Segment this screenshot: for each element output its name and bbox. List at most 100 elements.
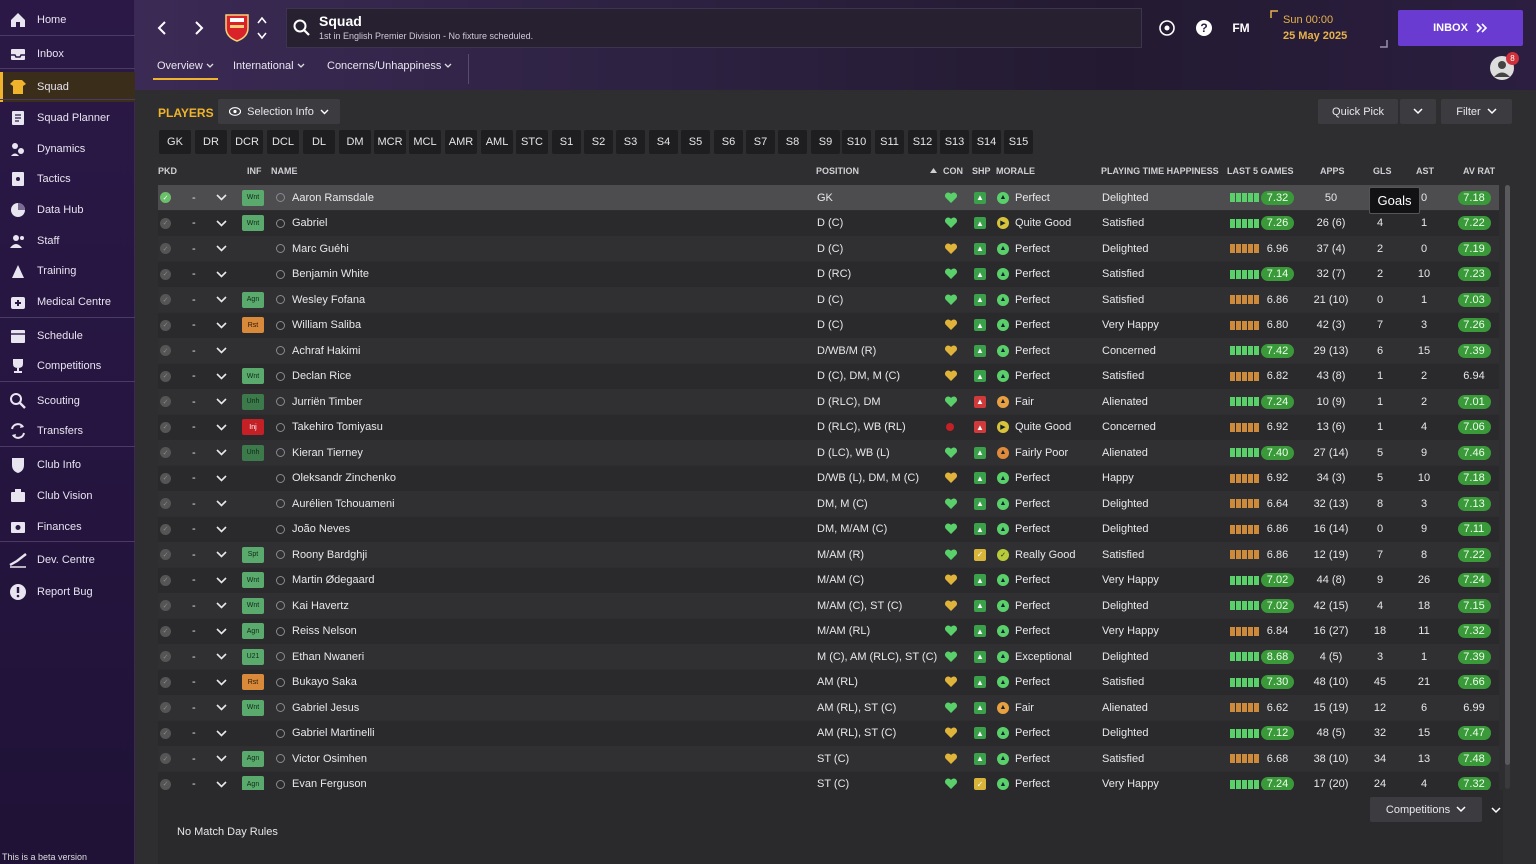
col-header-inf[interactable]: INF [247, 166, 262, 176]
selection-status[interactable]: - [192, 395, 196, 408]
table-row[interactable]: ✓ - Gabriel Martinelli AM (RL), ST (C) ▲ ▲ Per… [158, 720, 1499, 746]
morale-cell[interactable]: ▲ Exceptional [997, 644, 1097, 669]
back-button[interactable] [152, 18, 172, 38]
row-menu-button[interactable] [216, 185, 228, 210]
table-row[interactable]: ✓ - Spt Roony Bardghji M/AM (R) ✓ ✓ Really Good… [158, 542, 1499, 567]
player-name[interactable]: Reiss Nelson [292, 625, 357, 637]
player-name-cell[interactable]: Aurélien Tchouameni [276, 491, 676, 516]
forward-button[interactable] [189, 18, 209, 38]
position-filter-s3[interactable]: S3 [616, 130, 645, 154]
info-badge[interactable]: Wnt [242, 189, 264, 206]
sidebar-item-squad[interactable]: Squad [0, 72, 135, 102]
position-filter-dcl[interactable]: DCL [267, 130, 299, 154]
morale-cell[interactable]: ▲ Fair [997, 389, 1097, 414]
row-menu-button[interactable] [216, 466, 228, 491]
info-badge[interactable]: Agn [242, 776, 264, 792]
last-5-games-cell[interactable]: 6.96 [1230, 236, 1304, 261]
morale-cell[interactable]: ▲ Perfect [997, 185, 1097, 210]
player-name-cell[interactable]: Aaron Ramsdale [276, 185, 676, 210]
row-menu-button[interactable] [216, 389, 228, 414]
fm-menu-button[interactable]: FM [1232, 21, 1250, 35]
info-badge[interactable]: Agn [242, 750, 264, 767]
last-5-games-cell[interactable]: 7.42 [1230, 338, 1304, 363]
col-header-av-rat[interactable]: AV RAT [1463, 166, 1496, 176]
inbox-continue-button[interactable]: INBOX [1398, 10, 1523, 46]
selection-status[interactable]: - [192, 676, 196, 688]
tab-concerns[interactable]: Concerns/Unhappiness [327, 60, 452, 72]
col-header-position[interactable]: POSITION [816, 166, 860, 176]
last-5-games-cell[interactable]: 6.82 [1230, 364, 1304, 389]
picked-toggle[interactable]: ✓ [160, 440, 174, 465]
scrollbar[interactable] [1505, 185, 1510, 789]
picked-toggle[interactable]: ✓ [160, 644, 174, 669]
player-name[interactable]: Aaron Ramsdale [292, 191, 374, 204]
morale-cell[interactable]: ▲ Perfect [997, 670, 1097, 695]
last-5-games-cell[interactable]: 6.86 [1230, 517, 1304, 542]
player-name-cell[interactable]: Ethan Nwaneri [276, 644, 676, 669]
player-name-cell[interactable]: Victor Osimhen [276, 746, 676, 771]
sidebar-item-inbox[interactable]: Inbox [0, 39, 135, 69]
player-name-cell[interactable]: Kieran Tierney [276, 440, 676, 465]
picked-toggle[interactable]: ✓ [160, 517, 174, 542]
player-name[interactable]: Roony Bardghji [292, 548, 368, 561]
info-badge[interactable]: Unh [242, 393, 264, 410]
selection-status[interactable]: - [192, 268, 196, 280]
picked-toggle[interactable]: ✓ [160, 772, 174, 797]
table-row[interactable]: ✓ - Wnt Gabriel D (C) ▲ ▶ Quite Good Satisfied 7.… [158, 210, 1499, 236]
player-name-cell[interactable]: Benjamin White [276, 262, 676, 287]
morale-cell[interactable]: ▲ Perfect [997, 772, 1097, 797]
player-name-cell[interactable]: Oleksandr Zinchenko [276, 466, 676, 491]
scrollbar-thumb[interactable] [1505, 185, 1510, 765]
player-name[interactable]: Martin Ødegaard [292, 574, 375, 586]
selection-status[interactable]: - [192, 446, 196, 459]
player-name[interactable]: Benjamin White [292, 268, 370, 280]
morale-cell[interactable]: ▲ Fair [997, 695, 1097, 720]
position-filter-dl[interactable]: DL [303, 130, 335, 154]
row-menu-button[interactable] [216, 721, 228, 746]
sidebar-item-finances[interactable]: Finances [0, 512, 135, 542]
picked-toggle[interactable]: ✓ [160, 313, 174, 338]
date-display[interactable]: Sun 00:00 25 May 2025 [1270, 10, 1388, 48]
sidebar-item-dynamics[interactable]: Dynamics [0, 134, 135, 164]
selection-status[interactable]: - [192, 191, 196, 204]
last-5-games-cell[interactable]: 7.02 [1230, 568, 1304, 593]
selection-status[interactable]: - [192, 242, 196, 255]
col-header-shp[interactable]: SHP [972, 166, 991, 176]
player-name[interactable]: Victor Osimhen [292, 752, 367, 765]
table-row[interactable]: ✓ - Agn Victor Osimhen ST (C) ▲ ▲ Perfect Satisf… [158, 746, 1499, 771]
tab-overview[interactable]: Overview [153, 60, 218, 80]
morale-cell[interactable]: ▲ Perfect [997, 568, 1097, 593]
picked-toggle[interactable]: ✓ [160, 185, 174, 210]
table-row[interactable]: ✓ - Achraf Hakimi D/WB/M (R) ▲ ▲ Perfect Concer… [158, 338, 1499, 363]
table-row[interactable]: ✓ - Rst William Saliba D (C) ▲ ▲ Perfect Very Ha… [158, 312, 1499, 338]
position-filter-s14[interactable]: S14 [972, 130, 1001, 154]
info-badge[interactable]: Wnt [242, 572, 264, 588]
selection-status[interactable]: - [192, 599, 196, 612]
morale-cell[interactable]: ▶ Quite Good [997, 415, 1097, 440]
col-header-ast[interactable]: AST [1416, 166, 1434, 176]
sidebar-item-medical-centre[interactable]: Medical Centre [0, 287, 135, 317]
player-name[interactable]: Gabriel Jesus [292, 701, 360, 714]
player-name-cell[interactable]: William Saliba [276, 313, 676, 338]
position-filter-dr[interactable]: DR [195, 130, 227, 154]
info-badge[interactable]: Rst [242, 674, 264, 690]
row-menu-button[interactable] [216, 287, 228, 312]
position-filter-s1[interactable]: S1 [552, 130, 581, 154]
morale-cell[interactable]: ▲ Perfect [997, 593, 1097, 618]
selection-status[interactable]: - [192, 344, 196, 357]
player-name[interactable]: Evan Ferguson [292, 778, 367, 790]
picked-toggle[interactable]: ✓ [160, 542, 174, 567]
position-filter-aml[interactable]: AML [481, 130, 513, 154]
last-5-games-cell[interactable]: 7.32 [1230, 185, 1304, 210]
morale-cell[interactable]: ▲ Perfect [997, 236, 1097, 261]
player-name[interactable]: Marc Guéhi [292, 242, 349, 255]
selection-status[interactable]: - [192, 778, 196, 790]
player-name-cell[interactable]: Achraf Hakimi [276, 338, 676, 363]
player-name-cell[interactable]: Gabriel Jesus [276, 695, 676, 720]
row-menu-button[interactable] [216, 415, 228, 440]
info-badge[interactable]: Wnt [242, 215, 264, 231]
manager-avatar[interactable]: 8 [1490, 52, 1519, 80]
player-name-cell[interactable]: Wesley Fofana [276, 287, 676, 312]
footer-collapse-button[interactable] [1488, 802, 1504, 818]
last-5-games-cell[interactable]: 6.80 [1230, 313, 1304, 338]
